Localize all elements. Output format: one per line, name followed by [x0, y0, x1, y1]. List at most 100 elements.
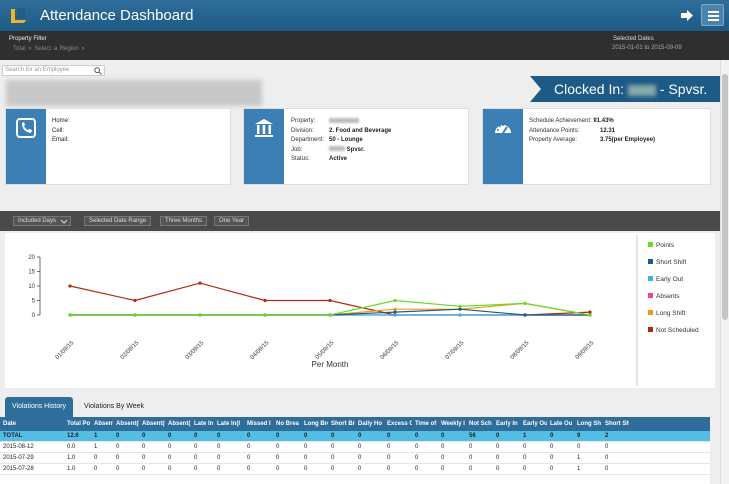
included-days-dropdown[interactable]: Included Days — [13, 216, 72, 226]
x-axis-label: Per Month — [312, 360, 349, 369]
column-header[interactable]: Time of — [415, 421, 437, 427]
x-tick-label: 08/09/15 — [510, 340, 531, 361]
status-label: Status: — [291, 156, 310, 162]
table-cell: 0 — [550, 444, 554, 450]
division-value: 2. Food and Beverage — [329, 127, 392, 134]
property-filter-breadcrumb[interactable]: Total » Select a Region » — [13, 46, 85, 52]
column-header[interactable]: Absent(l — [142, 421, 165, 427]
search-icon — [94, 67, 102, 75]
column-header[interactable]: Not Sch — [469, 421, 492, 427]
tab-violations-history[interactable]: Violations History — [5, 397, 73, 417]
column-header[interactable]: Early In — [496, 421, 518, 427]
chevron-down-icon — [61, 219, 68, 224]
column-header[interactable]: Missed I — [247, 421, 271, 427]
table-cell: 1 — [94, 433, 98, 439]
clocked-in-banner: Clocked In: - Spvsr. — [530, 76, 720, 102]
column-header[interactable]: Total Po — [67, 421, 91, 427]
table-cell: 2015-07-28 — [3, 466, 34, 472]
column-header[interactable]: Short Br — [331, 421, 355, 427]
column-header[interactable]: Late Ou — [550, 421, 573, 427]
logout-icon[interactable] — [680, 9, 694, 22]
column-header[interactable]: Absent(! — [168, 421, 191, 427]
table-cell: 0 — [387, 466, 391, 472]
search-placeholder: Search for an Employee — [5, 67, 70, 73]
table-cell: 0 — [577, 444, 581, 450]
table-cell: 56 — [469, 433, 476, 439]
table-cell: 0 — [358, 455, 362, 461]
table-cell: 0 — [605, 444, 609, 450]
table-cell: 0 — [217, 433, 221, 439]
table-cell: 0 — [94, 466, 98, 472]
table-row[interactable]: 2015-07-28 1.0 0 0 0 0 0 0 0 0 0 0 0 0 0 0 0 0 0 0 1 0 — [0, 464, 710, 475]
table-cell: 0 — [331, 433, 335, 439]
selected-dates-value: 2015-01-01 to 2015-09-09 — [612, 45, 682, 51]
property-redacted — [329, 117, 359, 123]
job-value: Spvsr. — [346, 146, 365, 153]
column-header[interactable]: Absents — [94, 421, 113, 427]
table-cell: 0 — [217, 444, 221, 450]
filter-bar: Property Filter Total » Select a Region … — [0, 31, 729, 86]
table-cell: TOTAL — [3, 433, 23, 439]
table-cell: 0 — [469, 466, 473, 472]
table-cell: 0 — [304, 455, 308, 461]
column-header[interactable]: Late In — [194, 421, 214, 427]
table-total-row[interactable]: TOTAL 12.6 1 0 0 0 0 0 0 0 0 0 0 0 0 0 56 0 1 0 9 2 — [0, 431, 710, 442]
employee-search-input[interactable]: Search for an Employee — [2, 65, 105, 76]
column-header[interactable]: Late In(I — [217, 421, 241, 427]
column-header[interactable]: Long Sh — [577, 421, 601, 427]
data-point — [523, 301, 527, 305]
table-row[interactable]: 2015-07-29 1.0 0 0 0 0 0 0 0 0 0 0 0 0 0 0 0 0 0 0 1 0 — [0, 453, 710, 464]
table-cell: 0 — [142, 466, 146, 472]
data-point — [393, 298, 397, 303]
y-tick-label: 15 — [28, 270, 35, 276]
table-cell: 0 — [247, 466, 251, 472]
data-point — [458, 307, 462, 311]
column-header[interactable]: Date — [3, 421, 17, 427]
selected-date-range-button[interactable]: Selected Date Range — [84, 216, 152, 226]
property-average-label: Property Average: — [529, 137, 577, 143]
table-cell: 0 — [496, 466, 500, 472]
column-header[interactable]: Daily Ho — [358, 421, 383, 427]
table-cell: 0 — [116, 433, 120, 439]
page-title: Attendance Dashboard — [40, 7, 194, 24]
menu-button[interactable] — [701, 4, 724, 26]
table-row[interactable]: 2015-08-12 0.0 1 0 0 0 0 0 0 0 0 0 0 0 0 0 0 0 0 0 0 0 — [0, 442, 710, 453]
table-cell: 0 — [441, 433, 445, 439]
column-header[interactable]: Excess C — [387, 421, 412, 427]
x-tick-label: 05/09/15 — [315, 340, 336, 361]
column-header[interactable]: No Brea — [276, 421, 300, 427]
data-point — [133, 298, 137, 303]
column-header[interactable]: Short Sh — [605, 421, 629, 427]
page-scrollbar[interactable] — [720, 60, 729, 484]
table-cell: 0 — [194, 444, 198, 450]
schedule-achievement-value: 91.43% — [593, 118, 614, 124]
table-cell: 0 — [523, 455, 527, 461]
legend-entry: Short Shift — [656, 259, 687, 266]
table-cell: 0 — [304, 466, 308, 472]
legend-swatch — [648, 293, 653, 298]
division-label: Division: — [291, 127, 314, 134]
three-months-button[interactable]: Three Months — [160, 216, 208, 226]
column-header[interactable]: Weekly I — [441, 421, 465, 427]
column-header[interactable]: Early Ou — [523, 421, 547, 427]
column-header[interactable]: Absent(l — [116, 421, 139, 427]
tab-violations-by-week[interactable]: Violations By Week — [84, 403, 145, 410]
x-tick-label: 02/09/15 — [120, 340, 141, 361]
table-cell: 0 — [304, 444, 308, 450]
job-card: Property: Division: 2. Food and Beverage … — [243, 108, 469, 185]
legend-swatch — [648, 242, 653, 247]
table-cell: 0 — [276, 455, 280, 461]
table-cell: 2 — [605, 433, 609, 439]
table-cell: 0 — [441, 455, 445, 461]
table-scrollbar[interactable] — [711, 446, 720, 484]
one-year-button[interactable]: One Year — [214, 216, 250, 226]
column-header[interactable]: Long Bre — [304, 421, 328, 427]
table-cell: 0 — [142, 433, 146, 439]
table-cell: 0 — [331, 444, 335, 450]
table-cell: 0 — [469, 455, 473, 461]
department-value: 50 - Lounge — [329, 137, 363, 143]
table-cell: 0 — [276, 466, 280, 472]
bank-icon — [255, 119, 273, 137]
data-point — [393, 307, 397, 311]
data-point — [133, 313, 137, 317]
